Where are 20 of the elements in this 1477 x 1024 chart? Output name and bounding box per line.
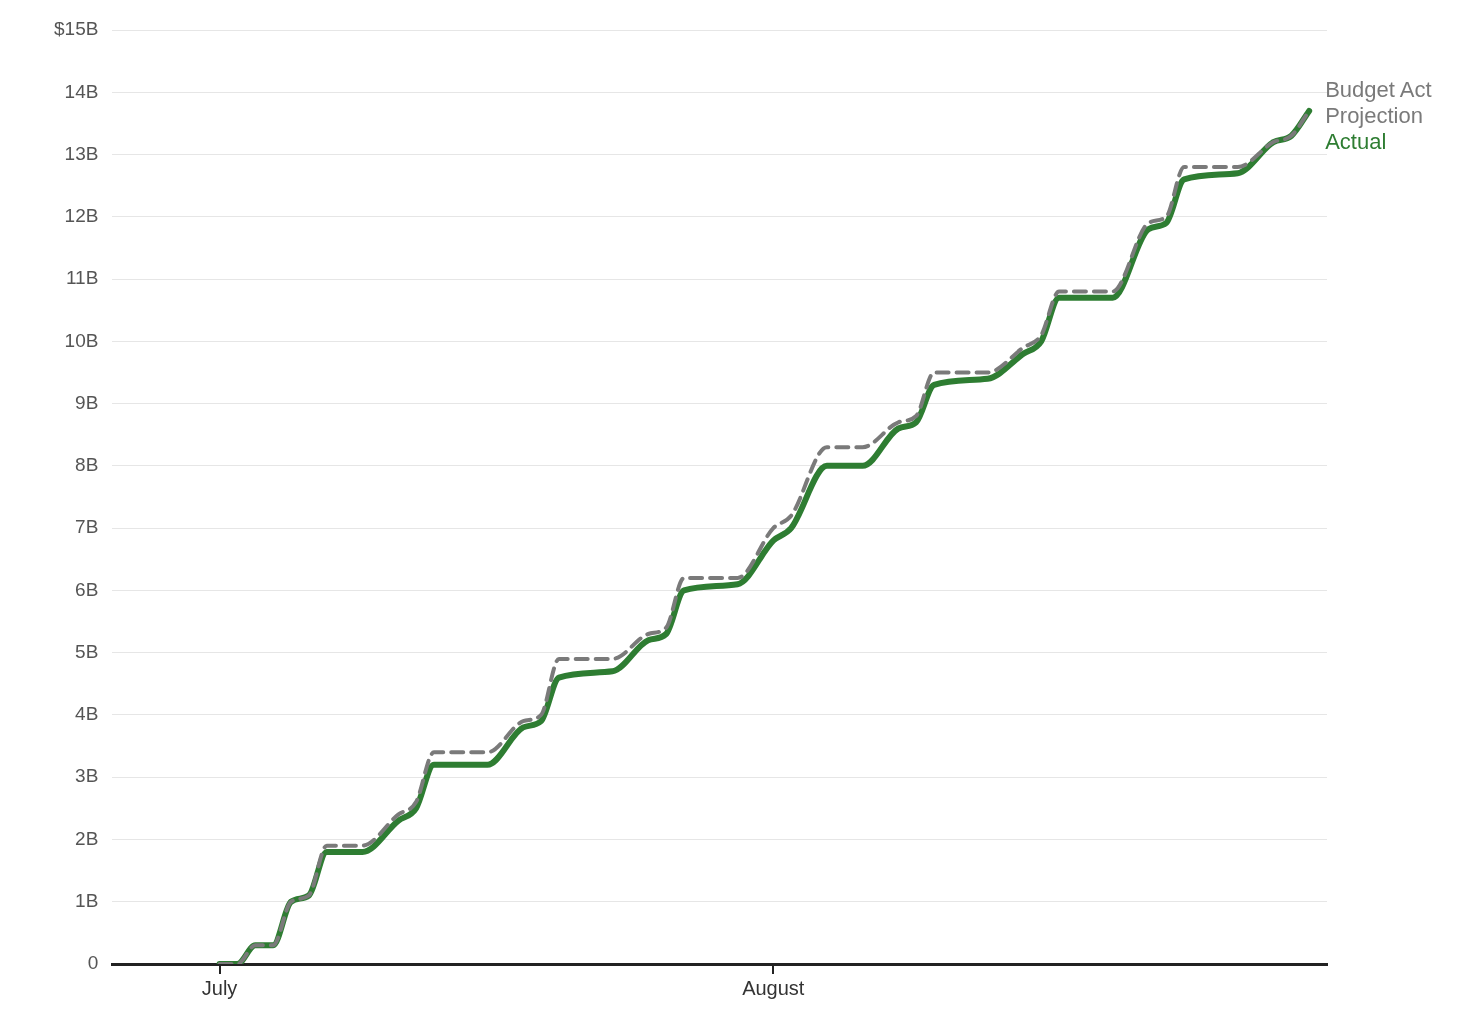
y-tick-label: 6B [75,578,99,600]
y-tick-label: 5B [75,640,99,662]
y-tick-label: 10B [64,329,99,351]
y-tick-label: 2B [75,827,99,849]
y-tick-label: 14B [64,80,99,102]
y-tick-label: 13B [64,142,99,164]
y-tick-label: 8B [75,454,99,476]
y-tick-label: 7B [75,516,99,538]
y-tick-label: 12B [64,205,99,227]
series-label: Actual [1325,129,1387,155]
y-tick-label: $15B [54,18,99,40]
y-tick-label: 3B [75,765,99,787]
x-tick-label: August [742,976,805,999]
y-tick-label: 9B [75,391,99,413]
y-tick-label: 11B [65,267,99,289]
y-tick-label: 4B [75,703,99,725]
y-tick-label: 0 [87,952,99,974]
x-tick-label: July [201,976,238,999]
series-label: Budget Act Projection [1325,77,1432,129]
y-tick-label: 1B [75,889,99,911]
